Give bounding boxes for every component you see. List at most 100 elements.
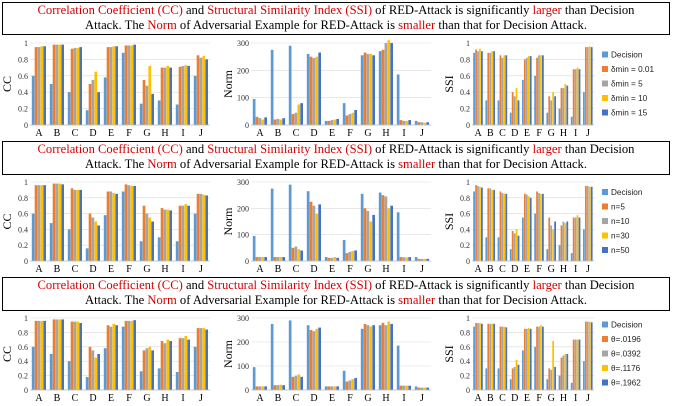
x-tick-label: F [536, 393, 542, 404]
y-tick-label: 300 [237, 39, 249, 48]
x-tick-label: E [108, 264, 114, 275]
bar [499, 326, 502, 390]
bar [426, 122, 429, 125]
bar [522, 217, 524, 261]
legend-label: δmin = 10 [611, 94, 648, 103]
bar [402, 120, 406, 125]
bar [558, 375, 561, 390]
bar [505, 193, 508, 261]
legend-swatch [602, 189, 608, 195]
bar [273, 119, 277, 125]
x-tick-label: I [574, 393, 577, 404]
caption-box-3: Correlation Coefficient (CC) and Structu… [2, 277, 670, 311]
bar [291, 247, 295, 261]
bar [348, 380, 352, 390]
bar [106, 325, 110, 390]
bar [91, 79, 95, 125]
legend-label: Decision [611, 51, 643, 60]
bar [396, 74, 400, 125]
caption-segment: of RED-Attack is significantly [372, 3, 533, 17]
bar [588, 186, 591, 261]
bar [291, 376, 295, 390]
x-tick-label: G [364, 128, 371, 139]
x-tick-label: E [329, 264, 335, 275]
bar [562, 221, 565, 261]
bar [558, 108, 561, 125]
bar [513, 366, 516, 390]
bar [94, 71, 98, 125]
bar [175, 104, 179, 125]
bar [70, 188, 74, 261]
legend-label: n=10 [611, 217, 630, 226]
bar [196, 328, 200, 390]
chart-cc-3: CC 0 0.2 0.4 0.6 0.8 1 A B C D E F G H I J [0, 314, 210, 404]
bar [572, 217, 575, 261]
caption-segment: of Adversarial Example for RED-Attack is [176, 292, 399, 307]
bar [408, 257, 411, 261]
bar [312, 205, 316, 261]
x-tick-label: F [347, 264, 353, 275]
x-tick-label: I [181, 128, 184, 139]
caption-segment: of RED-Attack is significantly [372, 278, 533, 292]
x-tick-label: F [347, 128, 353, 139]
bar [487, 323, 490, 390]
bar [79, 189, 82, 261]
bar [578, 217, 581, 261]
caption-segment: and [182, 3, 208, 17]
bar [360, 55, 364, 125]
x-tick-label: J [586, 128, 590, 139]
bar [473, 326, 475, 390]
bar [31, 213, 35, 261]
bar [511, 368, 514, 390]
bar [570, 382, 573, 390]
bar [142, 350, 146, 390]
x-tick-label: B [54, 393, 61, 404]
caption-segment: than that for Decision Attack. [435, 292, 587, 307]
bar [49, 84, 53, 125]
y-tick-label: 0.4 [460, 225, 470, 234]
bar [133, 185, 136, 261]
bar [505, 327, 508, 390]
x-tick-label: G [143, 393, 150, 404]
y-tick-label: 100 [237, 94, 249, 103]
bar [381, 49, 385, 126]
y-tick-label: 0.6 [18, 72, 28, 81]
bar [85, 377, 89, 390]
legend-swatch [602, 80, 608, 87]
bar [127, 185, 131, 261]
y-axis-label: Norm [221, 207, 235, 236]
y-tick-label: 0 [466, 257, 470, 266]
bar [574, 217, 577, 261]
bar [133, 44, 136, 125]
legend-swatch [602, 51, 608, 58]
bar [205, 195, 208, 261]
bar [109, 326, 113, 390]
y-tick-label: 0.4 [18, 225, 28, 234]
bar [163, 67, 167, 125]
bar [529, 328, 532, 390]
bar [342, 370, 346, 390]
bar [175, 372, 179, 390]
bar [297, 249, 301, 261]
bar [378, 51, 382, 126]
legend-label: δmin = 5 [611, 80, 643, 89]
x-tick-label: C [293, 128, 300, 139]
legend-swatch [602, 109, 608, 116]
y-tick-label: 0.4 [18, 357, 28, 366]
bar [288, 320, 292, 390]
bar [130, 320, 134, 390]
bar [501, 57, 504, 125]
bar [309, 330, 313, 390]
bar [151, 221, 154, 261]
bar [548, 217, 551, 261]
bar [106, 191, 110, 261]
bar [157, 237, 161, 261]
x-tick-label: G [143, 128, 150, 139]
bar [294, 246, 298, 261]
bar [202, 56, 206, 125]
x-tick-label: J [420, 264, 424, 275]
bar [542, 55, 544, 125]
bar [560, 88, 563, 125]
bar [363, 52, 367, 125]
caption-segment: larger [532, 142, 562, 156]
